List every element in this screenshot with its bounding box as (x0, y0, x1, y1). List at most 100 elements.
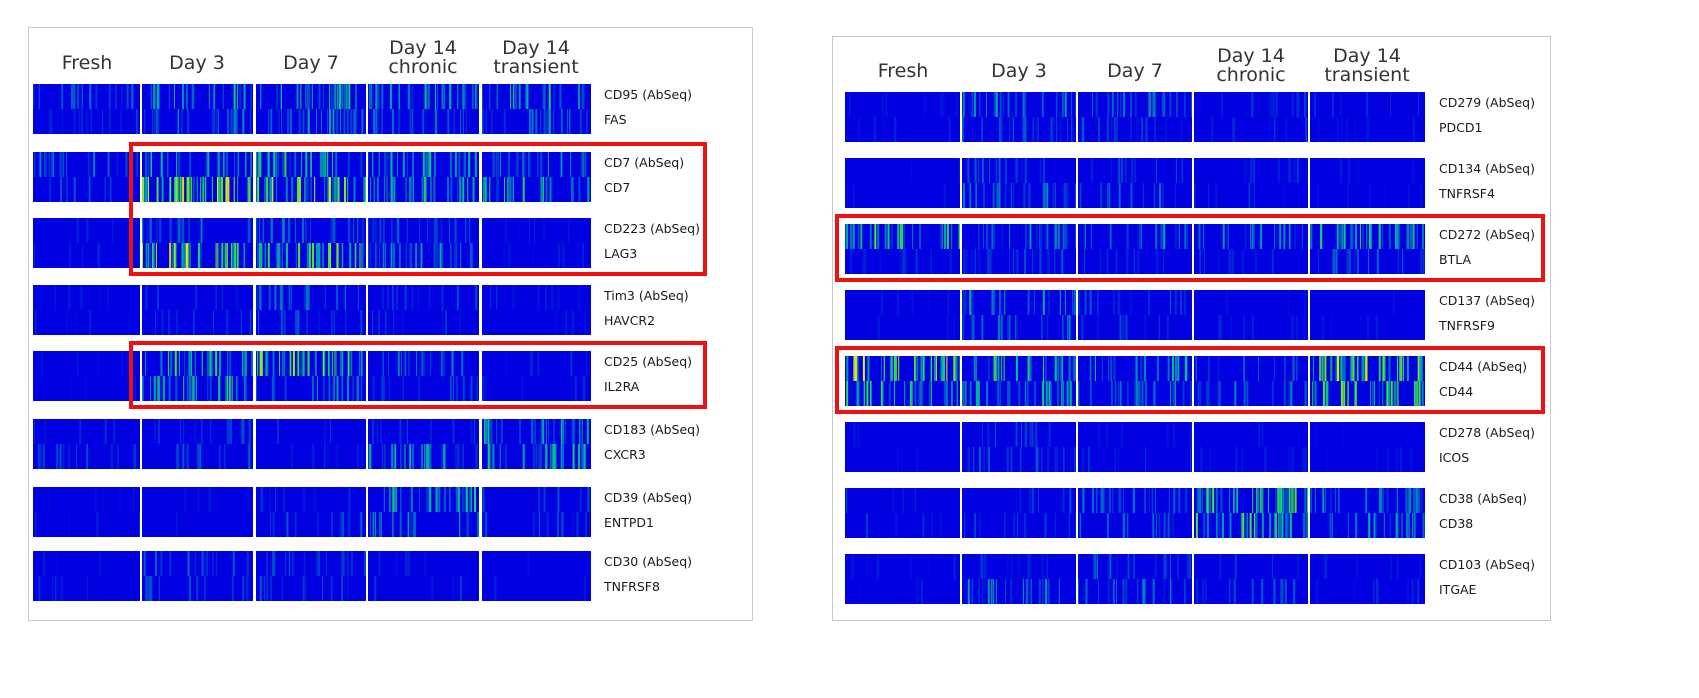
heatmap-streak (997, 315, 1000, 340)
heatmap-streak (898, 356, 900, 381)
heatmap-streak (1143, 579, 1146, 604)
heatmap-streak (1135, 356, 1138, 381)
heatmap-streak (1331, 513, 1333, 538)
heatmap-streak (1152, 579, 1155, 604)
heatmap-streak (979, 513, 981, 538)
heatmap-streak (372, 419, 375, 444)
heatmap-streak (504, 177, 505, 202)
heatmap-streak (1117, 92, 1119, 117)
heatmap-streak (159, 376, 161, 401)
heatmap-streak (1024, 422, 1027, 447)
column-separator (480, 152, 482, 202)
heatmap-streak (918, 381, 921, 406)
heatmap-streak (232, 243, 234, 268)
heatmap-streak (1057, 381, 1059, 406)
heatmap-cell-cd38-day-3-bottom (961, 513, 1077, 538)
heatmap-streak (314, 487, 316, 512)
column-separator (1076, 224, 1078, 274)
heatmap-streak (327, 444, 329, 469)
heatmap-streak (569, 109, 571, 134)
heatmap-streak (256, 285, 258, 310)
heatmap-streak (543, 419, 545, 444)
heatmap-streak (335, 109, 338, 134)
heatmap-streak (1113, 356, 1116, 381)
heatmap-streak (941, 356, 943, 381)
heatmap-streak (1243, 356, 1245, 381)
heatmap-streak (487, 419, 490, 444)
heatmap-streak (852, 183, 855, 208)
heatmap-streak (1062, 224, 1065, 249)
heatmap-streak (436, 487, 439, 512)
heatmap-streak (454, 243, 456, 268)
heatmap-streak (540, 152, 543, 177)
heatmap-streak (485, 419, 488, 444)
heatmap-streak (1004, 158, 1007, 183)
heatmap-streak (1400, 356, 1403, 381)
heatmap-streak (205, 551, 208, 576)
heatmap-streak (393, 310, 395, 335)
heatmap-streak (911, 290, 914, 315)
heatmap-streak (232, 576, 234, 601)
heatmap-streak (180, 419, 181, 444)
heatmap-streak (888, 381, 891, 406)
heatmap-cell-havcr2-day-14-chronic-top (367, 285, 479, 310)
heatmap-streak (522, 177, 525, 202)
heatmap-cell-tnfrsf8-day-7-top (255, 551, 367, 576)
heatmap-streak (963, 183, 965, 208)
heatmap-cell-itgae-day-14-transient-top (1309, 554, 1425, 579)
heatmap-streak (582, 243, 584, 268)
heatmap-streak (1389, 513, 1391, 538)
heatmap-streak (519, 419, 521, 444)
heatmap-streak (169, 177, 171, 202)
heatmap-streak (1047, 447, 1049, 472)
heatmap-streak (1233, 117, 1236, 142)
heatmap-row-icos: CD278 (AbSeq)ICOS (845, 422, 1535, 472)
heatmap-streak (344, 285, 346, 310)
heatmap-streak (1135, 381, 1138, 406)
heatmap-streak (547, 152, 549, 177)
heatmap-streak (323, 351, 324, 376)
heatmap-streak (1234, 381, 1237, 406)
heatmap-streak (1366, 117, 1369, 142)
heatmap-streak (417, 285, 419, 310)
heatmap-streak (303, 576, 306, 601)
heatmap-streak (176, 177, 179, 202)
heatmap-streak (1419, 356, 1422, 381)
heatmap-streak (422, 152, 425, 177)
heatmap-streak (1279, 488, 1282, 513)
heatmap-streak (583, 152, 584, 177)
heatmap-streak (1064, 92, 1067, 117)
heatmap-streak (341, 376, 343, 401)
heatmap-streak (215, 351, 218, 376)
heatmap-streak (424, 551, 426, 576)
column-separator (1192, 356, 1194, 406)
heatmap-streak (1140, 224, 1142, 249)
heatmap-streak (1007, 315, 1010, 340)
heatmap-streak (98, 551, 101, 576)
heatmap-streak (218, 376, 221, 401)
heatmap-streak (1162, 92, 1165, 117)
heatmap-streak (434, 152, 436, 177)
column-separator (140, 285, 142, 335)
heatmap-streak (1218, 356, 1220, 381)
heatmap-streak (1415, 488, 1418, 513)
heatmap-streak (314, 351, 317, 376)
heatmap-streak (305, 218, 307, 243)
heatmap-streak (441, 285, 444, 310)
heatmap-streak (561, 512, 564, 537)
heatmap-streak (321, 109, 322, 134)
heatmap-streak (990, 579, 992, 604)
heatmap-streak (967, 579, 970, 604)
heatmap-streak (69, 376, 71, 401)
heatmap-streak (928, 290, 930, 315)
heatmap-streak (394, 444, 397, 469)
abseq-label-lag3: CD223 (AbSeq) (604, 221, 700, 236)
heatmap-streak (200, 177, 202, 202)
heatmap-streak (1314, 92, 1316, 117)
heatmap-streak (204, 576, 206, 601)
heatmap-streak (1376, 579, 1379, 604)
heatmap-streak (1025, 381, 1027, 406)
heatmap-streak (1302, 513, 1305, 538)
heatmap-streak (537, 351, 539, 376)
heatmap-streak (343, 84, 345, 109)
